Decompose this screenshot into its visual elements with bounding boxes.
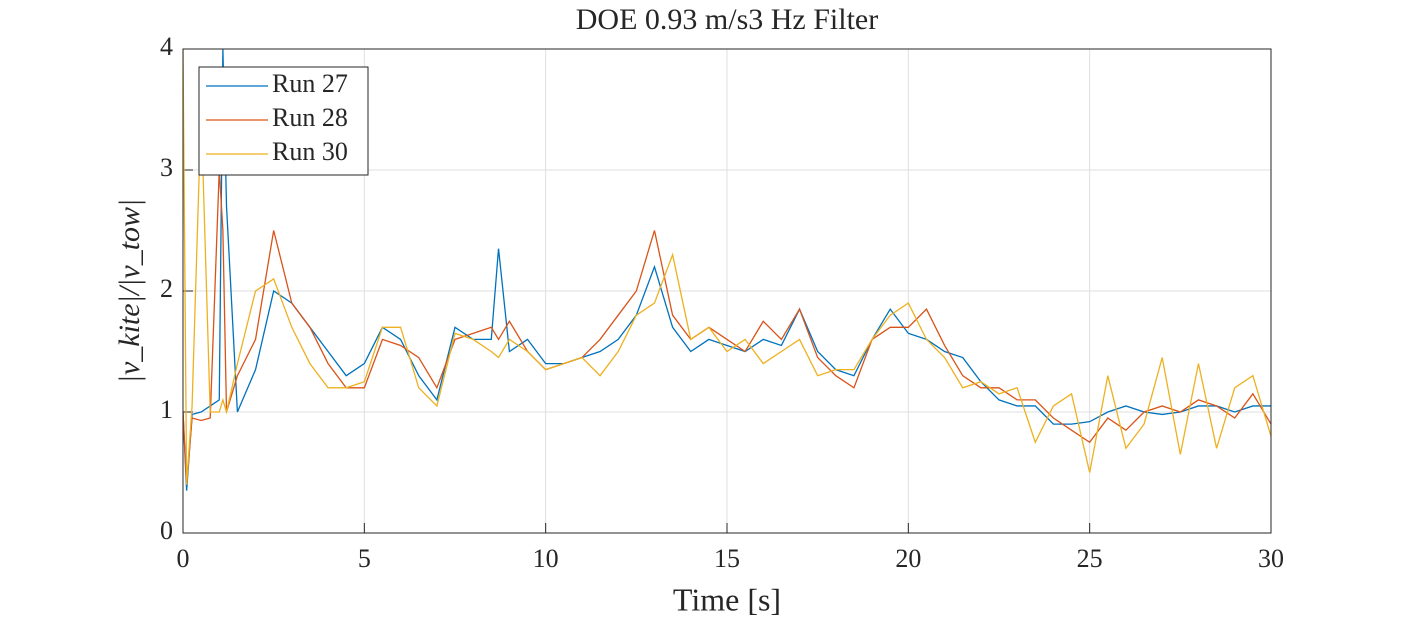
y-tick-label: 1 <box>160 395 173 424</box>
legend-box <box>198 66 369 176</box>
x-tick-label: 0 <box>177 544 190 573</box>
x-tick-label: 25 <box>1077 544 1103 573</box>
x-tick-label: 20 <box>895 544 921 573</box>
x-tick-label: 15 <box>714 544 740 573</box>
legend: Run 27 Run 28 Run 30 <box>198 66 369 176</box>
x-tick-label: 10 <box>533 544 559 573</box>
series-line <box>183 169 1271 485</box>
x-tick-label: 5 <box>358 544 371 573</box>
y-tick-label: 0 <box>160 516 173 545</box>
y-tick-label: 3 <box>160 153 173 182</box>
axes-box <box>182 48 1272 534</box>
y-tick-label: 2 <box>160 274 173 303</box>
x-axis-label: Time [s] <box>673 581 781 617</box>
y-axis-label: |v_kite|/|v_tow| <box>113 199 146 384</box>
legend-label: Run 28 <box>272 103 348 132</box>
chart-title: DOE 0.93 m/s3 Hz Filter <box>576 3 878 36</box>
legend-label: Run 27 <box>272 69 348 98</box>
x-tick-label: 30 <box>1258 544 1284 573</box>
series-line <box>183 49 1271 485</box>
y-tick-label: 4 <box>160 32 173 61</box>
legend-label: Run 30 <box>272 137 348 166</box>
